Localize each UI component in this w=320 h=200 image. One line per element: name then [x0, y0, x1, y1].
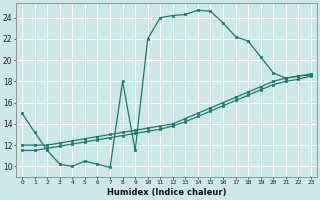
X-axis label: Humidex (Indice chaleur): Humidex (Indice chaleur)	[107, 188, 226, 197]
